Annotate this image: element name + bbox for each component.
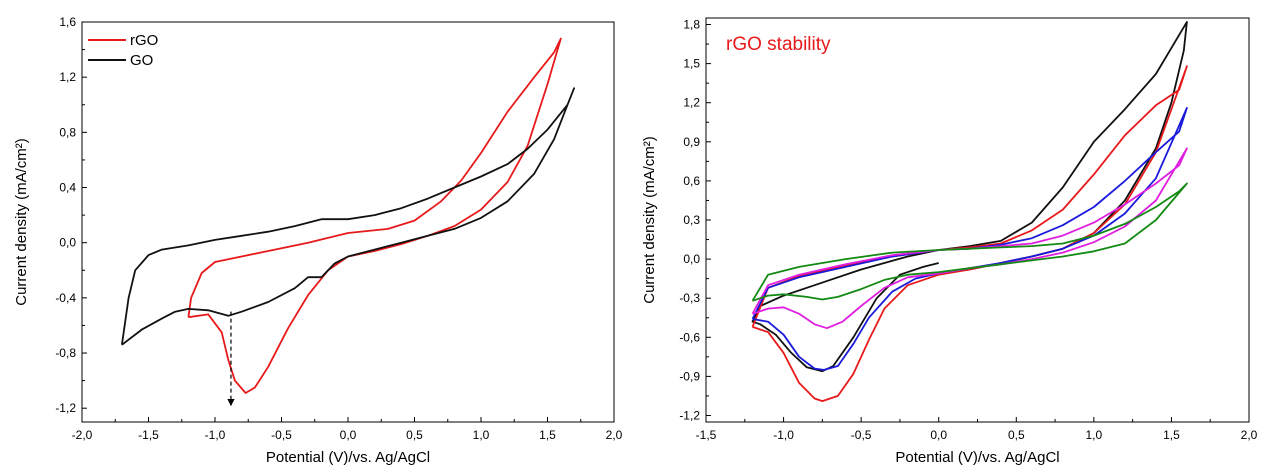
x-tick-label: -2,0	[72, 428, 93, 442]
x-tick-label: 0,5	[406, 428, 423, 442]
y-tick-label: 0,6	[683, 174, 700, 188]
x-tick-label: -1,5	[696, 428, 717, 442]
x-tick-label: -1,0	[205, 428, 226, 442]
x-tick-label: 1,0	[1086, 428, 1103, 442]
y-tick-label: 0,4	[59, 181, 76, 195]
x-tick-label: 1,0	[473, 428, 490, 442]
x-axis-label: Potential (V)/vs. Ag/AgCl	[895, 449, 1059, 466]
y-tick-label: -0,3	[679, 291, 700, 305]
y-tick-label: 0,0	[683, 252, 700, 266]
series-line-go	[121, 87, 575, 346]
y-axis-label: Current density (mA/cm²)	[13, 138, 30, 306]
y-tick-label: 1,5	[683, 57, 700, 71]
x-tick-label: 1,5	[539, 428, 556, 442]
y-tick-label: -0,6	[679, 330, 700, 344]
series-line-3	[751, 107, 1188, 371]
y-tick-label: 1,6	[59, 15, 76, 29]
y-tick-label: -1,2	[55, 401, 76, 415]
x-tick-label: 2,0	[606, 428, 623, 442]
x-tick-label: 0,0	[930, 428, 947, 442]
y-tick-label: -0,9	[679, 369, 700, 383]
y-tick-label: 0,3	[683, 213, 700, 227]
y-tick-label: 0,9	[683, 135, 700, 149]
y-tick-label: 0,8	[59, 125, 76, 139]
y-tick-label: 0,0	[59, 236, 76, 250]
y-tick-label: -0,8	[55, 346, 76, 360]
legend-label: rGO	[130, 32, 158, 49]
x-tick-label: 2,0	[1241, 428, 1258, 442]
chart-left: -2,0 -1,5 -1,0 -0,5 0,0 0,5 1,0 1,5 2,0 -1,2 -0,8 -…	[13, 15, 623, 466]
x-tick-label: -0,5	[271, 428, 292, 442]
plot-area	[121, 37, 575, 394]
x-tick-label: 0,0	[340, 428, 357, 442]
x-tick-label: -1,0	[773, 428, 794, 442]
series-line-4	[751, 147, 1188, 330]
legend-label: GO	[130, 52, 153, 69]
series-line-2	[751, 65, 1188, 402]
y-tick-label: 1,2	[683, 96, 700, 110]
x-tick-label: 1,5	[1163, 428, 1180, 442]
x-tick-label: -1,5	[138, 428, 159, 442]
y-axis-label: Current density (mA/cm²)	[641, 136, 658, 304]
x-axis-label: Potential (V)/vs. Ag/AgCl	[266, 449, 430, 466]
plot-frame	[81, 21, 615, 423]
chart-right: -1,5 -1,0 -0,5 0,0 0,5 1,0 1,5 2,0 -1,2 -0,9 -0,6 -…	[641, 17, 1258, 466]
x-tick-label: -0,5	[851, 428, 872, 442]
plot-area	[751, 21, 1188, 402]
chart-title: rGO stability	[726, 34, 831, 55]
series-line-1	[751, 21, 1188, 373]
y-tick-label: -0,4	[55, 291, 76, 305]
series-line-rgo	[187, 37, 562, 394]
y-tick-label: 1,8	[683, 18, 700, 32]
x-tick-label: 0,5	[1008, 428, 1025, 442]
series-line-5	[751, 182, 1188, 302]
y-tick-label: -1,2	[679, 408, 700, 422]
y-tick-label: 1,2	[59, 70, 76, 84]
